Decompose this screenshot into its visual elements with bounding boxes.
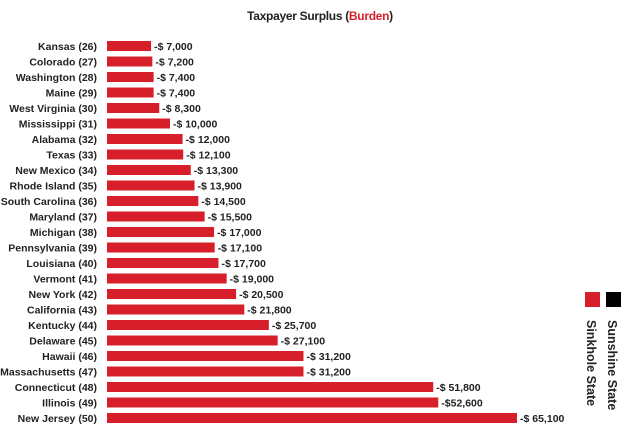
category-label: Vermont (41) (33, 274, 97, 286)
category-label: Colorado (27) (29, 57, 97, 69)
category-label: Hawaii (46) (42, 351, 97, 363)
value-label: -$ 12,000 (186, 134, 231, 146)
value-label: -$ 21,800 (247, 305, 292, 317)
bar (107, 242, 215, 253)
bar (107, 397, 439, 408)
bar (107, 87, 154, 98)
category-label: New Jersey (50) (18, 413, 97, 425)
value-label: -$ 25,700 (272, 320, 317, 332)
category-label: Maryland (37) (29, 212, 97, 224)
value-label: -$ 7,400 (157, 88, 196, 100)
bar (107, 211, 205, 222)
bar (107, 366, 304, 377)
bar (107, 180, 195, 191)
category-label: Alabama (32) (32, 134, 97, 146)
value-label: -$ 14,500 (201, 196, 246, 208)
category-label: Delaware (45) (29, 336, 97, 348)
value-label: -$ 7,400 (157, 72, 196, 84)
value-label: -$ 8,300 (162, 103, 201, 115)
legend-swatch-sinkhole (585, 292, 600, 307)
bar (107, 382, 434, 392)
category-label: California (43) (27, 305, 97, 317)
bar (107, 258, 219, 268)
value-label: -$ 31,200 (306, 351, 351, 363)
legend-label-sinkhole: Sinkhole State (584, 320, 598, 407)
category-label: South Carolina (36) (1, 196, 97, 208)
value-label: -$ 31,200 (306, 367, 351, 379)
bar (107, 273, 227, 284)
bar (107, 103, 160, 113)
category-label: Texas (33) (46, 150, 97, 162)
bar (107, 320, 269, 330)
bar (107, 149, 184, 160)
value-label: -$ 10,000 (173, 119, 218, 131)
category-label: New York (42) (29, 289, 97, 301)
value-label: -$ 13,900 (198, 181, 243, 193)
category-label: Illinois (49) (42, 398, 97, 410)
category-label: Mississippi (31) (19, 119, 97, 131)
bar (107, 165, 191, 175)
category-label: New Mexico (34) (15, 165, 97, 177)
category-label: Washington (28) (16, 72, 97, 84)
value-label: -$ 20,500 (239, 289, 284, 301)
value-label: -$ 27,100 (281, 336, 326, 348)
legend-label-sunshine: Sunshine State (605, 320, 619, 411)
bar (107, 56, 153, 67)
bar (107, 413, 517, 423)
bar (107, 41, 152, 51)
bar (107, 304, 245, 315)
value-label: -$ 17,000 (217, 227, 262, 239)
category-label: Connecticut (48) (15, 382, 97, 394)
category-label: Kentucky (44) (28, 320, 97, 332)
category-label: Massachusetts (47) (0, 367, 97, 379)
category-label: Michigan (38) (30, 227, 97, 239)
bar (107, 72, 154, 82)
value-label: -$ 12,100 (186, 150, 231, 162)
bar (107, 227, 215, 237)
bar (107, 118, 170, 129)
value-label: -$ 7,200 (155, 57, 194, 69)
value-label: -$ 17,700 (221, 258, 266, 270)
category-label: West Virginia (30) (9, 103, 97, 115)
bar (107, 289, 237, 299)
bar (107, 134, 183, 144)
value-label: -$ 51,800 (436, 382, 481, 394)
value-label: -$ 13,300 (194, 165, 239, 177)
value-label: -$ 65,100 (520, 413, 565, 425)
category-label: Rhode Island (35) (9, 181, 97, 193)
category-label: Maine (29) (46, 88, 97, 100)
chart-title: Taxpayer Surplus (Burden) (247, 9, 393, 23)
value-label: -$52,600 (441, 398, 483, 410)
bar (107, 351, 304, 361)
category-label: Louisiana (40) (26, 258, 97, 270)
value-label: -$ 19,000 (230, 274, 275, 286)
bar (107, 196, 199, 206)
value-label: -$ 7,000 (154, 41, 193, 53)
value-label: -$ 17,100 (218, 243, 263, 255)
category-label: Pennsylvania (39) (8, 243, 97, 255)
legend-swatch-sunshine (606, 292, 621, 307)
category-label: Kansas (26) (38, 41, 97, 53)
value-label: -$ 15,500 (208, 212, 253, 224)
bar (107, 335, 278, 346)
